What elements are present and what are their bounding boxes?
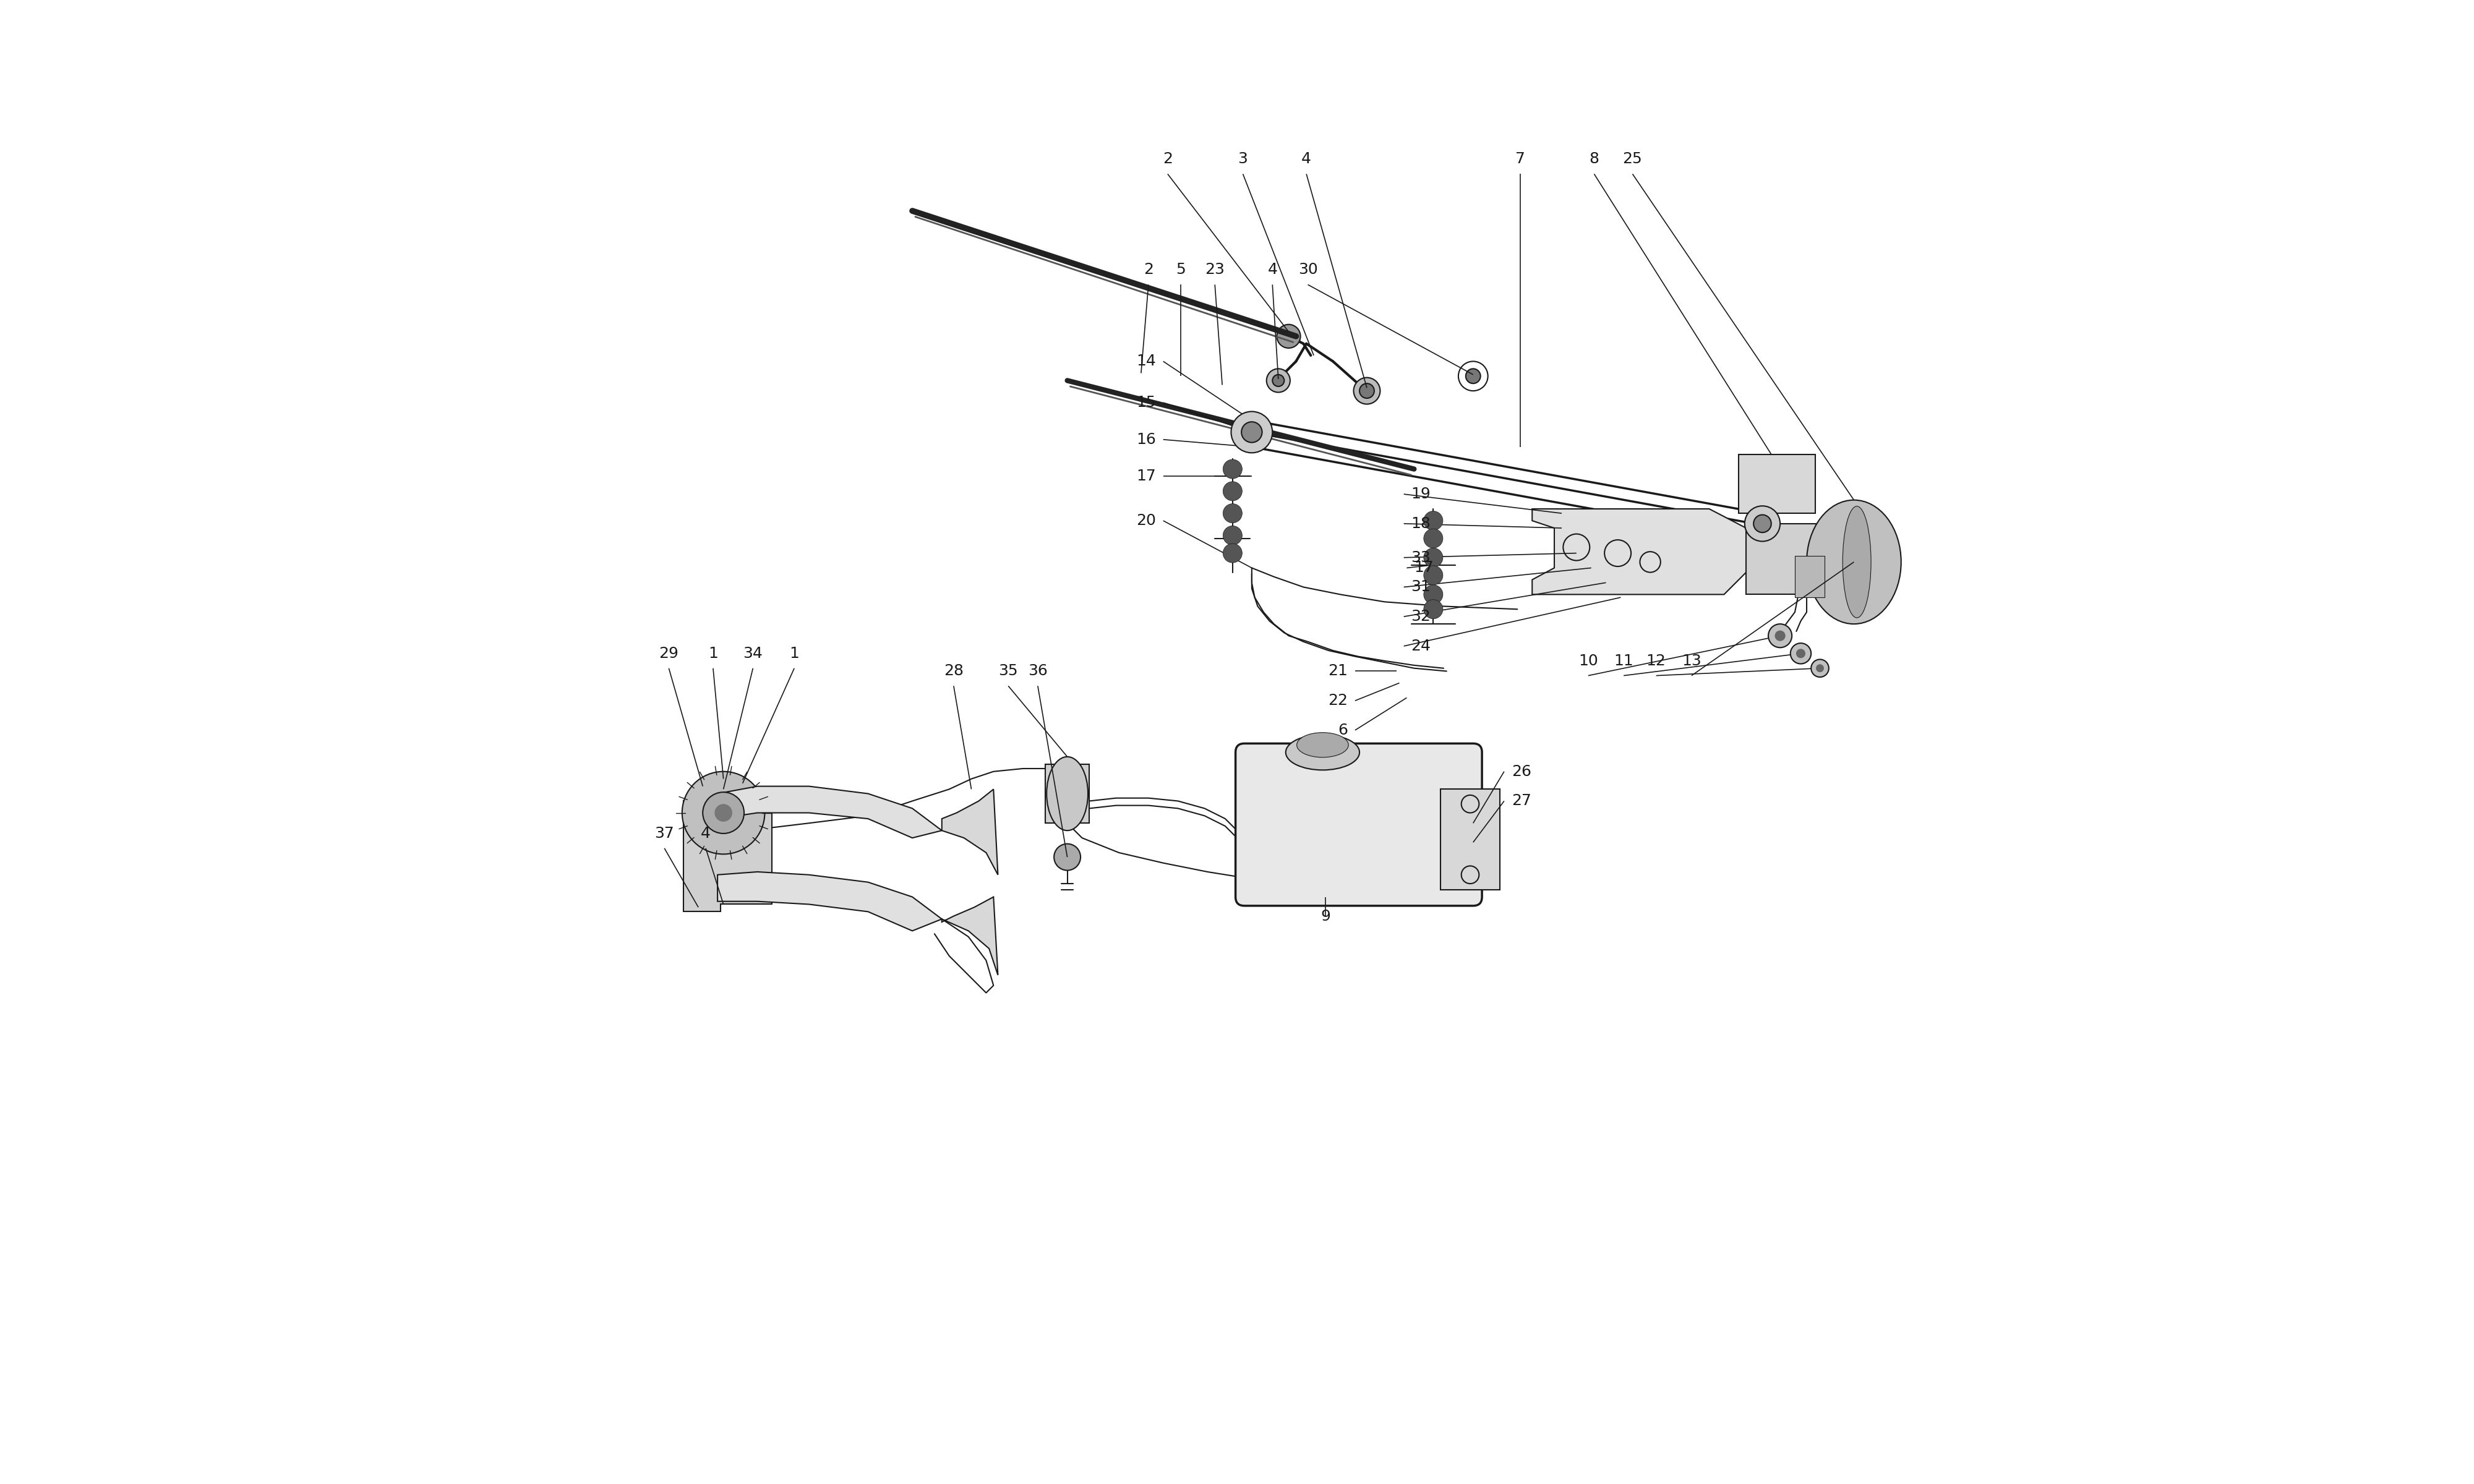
Circle shape <box>1277 325 1301 349</box>
Text: 10: 10 <box>1578 653 1598 668</box>
Circle shape <box>1222 543 1242 562</box>
Text: 34: 34 <box>742 646 762 660</box>
Polygon shape <box>683 801 772 911</box>
Circle shape <box>1222 482 1242 500</box>
Text: 5: 5 <box>1175 263 1185 278</box>
Circle shape <box>715 804 732 822</box>
Circle shape <box>683 772 764 855</box>
Text: 32: 32 <box>1410 608 1430 623</box>
Text: 30: 30 <box>1299 263 1319 278</box>
Text: 28: 28 <box>943 663 962 678</box>
Circle shape <box>1423 600 1442 619</box>
Circle shape <box>1465 368 1479 383</box>
Circle shape <box>1423 548 1442 567</box>
Polygon shape <box>717 871 943 930</box>
Text: 16: 16 <box>1136 432 1155 447</box>
Text: 22: 22 <box>1329 693 1348 708</box>
Bar <box>1044 764 1089 824</box>
Text: 20: 20 <box>1136 513 1155 528</box>
Text: 13: 13 <box>1682 653 1702 668</box>
Text: 37: 37 <box>656 827 675 841</box>
Circle shape <box>1774 631 1786 641</box>
Polygon shape <box>1531 509 1752 595</box>
Text: 33: 33 <box>1410 551 1430 565</box>
Text: 4: 4 <box>1267 263 1277 278</box>
Circle shape <box>1754 515 1771 533</box>
Ellipse shape <box>1806 500 1900 623</box>
Bar <box>1747 524 1828 595</box>
Bar <box>1794 556 1823 598</box>
Ellipse shape <box>1843 506 1870 617</box>
Text: 18: 18 <box>1410 516 1430 531</box>
Text: 8: 8 <box>1588 151 1598 166</box>
Text: 35: 35 <box>999 663 1017 678</box>
Bar <box>1440 789 1499 889</box>
Circle shape <box>1811 659 1828 677</box>
Text: 2: 2 <box>1143 263 1153 278</box>
Text: 26: 26 <box>1512 764 1531 779</box>
Text: 1: 1 <box>708 646 717 660</box>
Text: 14: 14 <box>1136 353 1155 368</box>
Circle shape <box>1423 565 1442 585</box>
Circle shape <box>1423 528 1442 548</box>
Circle shape <box>1222 503 1242 522</box>
Circle shape <box>1272 374 1284 386</box>
Text: 11: 11 <box>1613 653 1633 668</box>
Circle shape <box>1232 411 1272 453</box>
Circle shape <box>1054 844 1081 870</box>
Ellipse shape <box>1286 735 1361 770</box>
Circle shape <box>1361 383 1373 398</box>
Text: 17: 17 <box>1136 469 1155 484</box>
Ellipse shape <box>1047 757 1089 831</box>
Circle shape <box>1769 623 1791 647</box>
Circle shape <box>1796 649 1806 657</box>
Circle shape <box>1423 585 1442 604</box>
Bar <box>1739 454 1816 513</box>
Text: 3: 3 <box>1237 151 1247 166</box>
Polygon shape <box>943 896 997 975</box>
Text: 31: 31 <box>1410 580 1430 595</box>
Text: 7: 7 <box>1517 151 1526 166</box>
Text: 25: 25 <box>1623 151 1643 166</box>
FancyBboxPatch shape <box>1235 743 1482 905</box>
Text: 2: 2 <box>1163 151 1173 166</box>
Circle shape <box>1267 368 1289 392</box>
Circle shape <box>1791 643 1811 663</box>
Text: 36: 36 <box>1027 663 1047 678</box>
Circle shape <box>703 792 745 834</box>
Circle shape <box>1423 510 1442 530</box>
Text: 21: 21 <box>1329 663 1348 678</box>
Circle shape <box>1744 506 1781 542</box>
Polygon shape <box>943 789 997 874</box>
Text: 4: 4 <box>700 827 710 841</box>
Circle shape <box>1222 525 1242 545</box>
Text: 4: 4 <box>1301 151 1311 166</box>
Text: 6: 6 <box>1338 723 1348 738</box>
Text: 17: 17 <box>1415 561 1435 576</box>
Circle shape <box>1242 421 1262 442</box>
Text: 19: 19 <box>1410 487 1430 502</box>
Text: 15: 15 <box>1136 395 1155 410</box>
Text: 9: 9 <box>1321 908 1331 923</box>
Polygon shape <box>717 787 943 838</box>
Text: 12: 12 <box>1645 653 1665 668</box>
Text: 23: 23 <box>1205 263 1225 278</box>
Ellipse shape <box>1296 733 1348 757</box>
Text: 1: 1 <box>789 646 799 660</box>
Circle shape <box>1816 665 1823 672</box>
Text: 29: 29 <box>658 646 678 660</box>
Text: 27: 27 <box>1512 794 1531 809</box>
Circle shape <box>1353 377 1380 404</box>
Circle shape <box>1222 460 1242 479</box>
Text: 24: 24 <box>1410 638 1430 653</box>
